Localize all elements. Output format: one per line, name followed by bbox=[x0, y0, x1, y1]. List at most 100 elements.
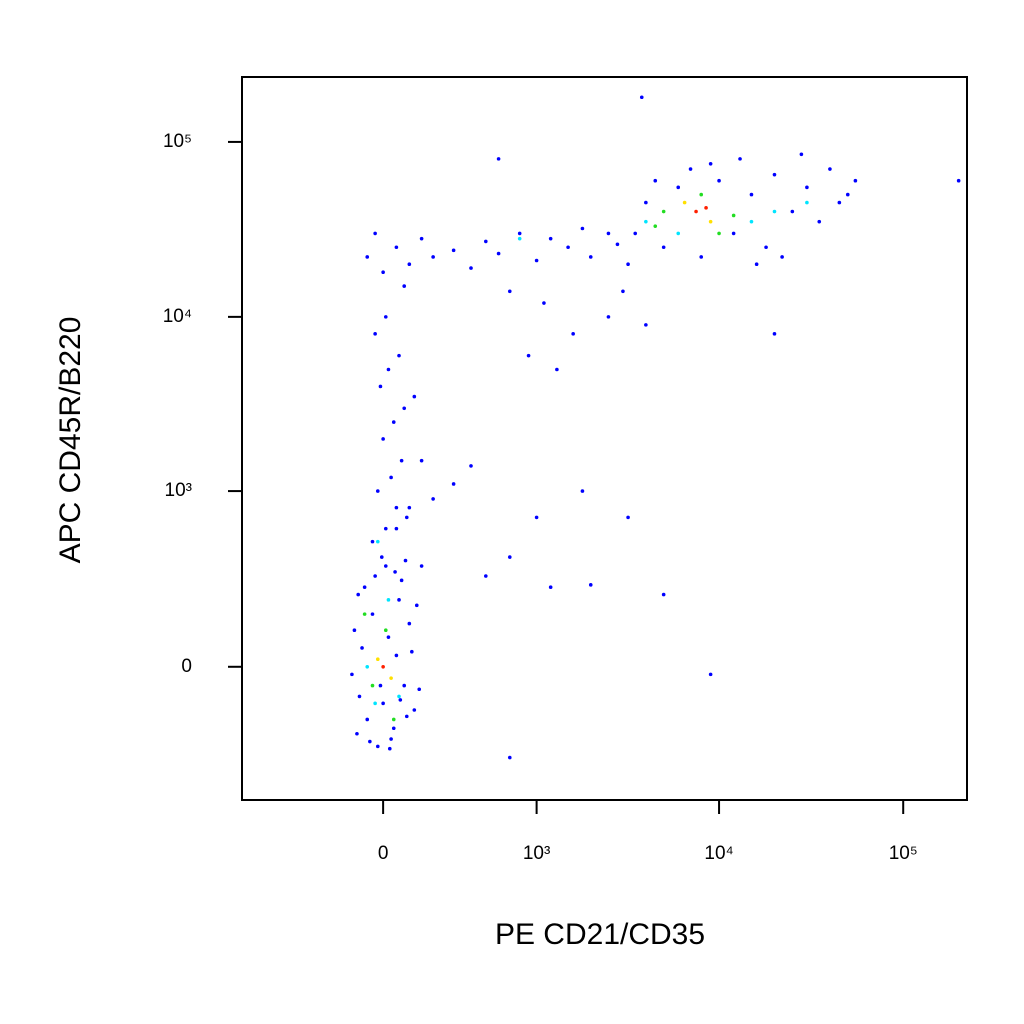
event-dot bbox=[394, 653, 399, 658]
event-dot bbox=[653, 178, 658, 183]
event-dot bbox=[360, 646, 364, 650]
event-dot bbox=[404, 515, 409, 520]
event-dot bbox=[398, 698, 403, 702]
event-dot bbox=[368, 739, 372, 744]
x-tick-label: 0 bbox=[378, 843, 389, 864]
event-dot bbox=[391, 726, 396, 731]
event-dot bbox=[644, 323, 648, 327]
event-dot bbox=[699, 192, 704, 197]
event-dot bbox=[386, 635, 391, 639]
event-dot bbox=[542, 301, 546, 305]
event-dot bbox=[845, 192, 850, 197]
event-dot bbox=[355, 731, 359, 736]
event-dot bbox=[496, 157, 501, 161]
event-dot bbox=[708, 219, 713, 224]
event-dot bbox=[370, 539, 375, 544]
event-dot bbox=[817, 219, 822, 224]
x-tick-label: 10⁵ bbox=[889, 843, 918, 864]
event-dot bbox=[653, 224, 658, 228]
event-dot bbox=[566, 245, 570, 250]
event-dot bbox=[738, 157, 742, 161]
plot-frame bbox=[241, 76, 968, 801]
event-dot bbox=[362, 612, 367, 616]
event-dot bbox=[407, 621, 412, 626]
event-dot bbox=[381, 664, 385, 669]
event-dot bbox=[615, 242, 620, 247]
event-dot bbox=[403, 558, 408, 563]
event-dot bbox=[399, 458, 404, 463]
event-dot bbox=[417, 687, 422, 692]
event-dot bbox=[633, 231, 638, 236]
event-dot bbox=[431, 255, 435, 259]
event-dot bbox=[507, 555, 512, 559]
event-dot bbox=[451, 482, 456, 486]
event-dot bbox=[362, 585, 367, 589]
y-tick-label: 10⁴ bbox=[163, 306, 192, 327]
event-dot bbox=[370, 683, 375, 688]
event-dot bbox=[682, 200, 687, 205]
event-dot bbox=[451, 248, 456, 253]
event-dot bbox=[394, 505, 399, 510]
event-dot bbox=[407, 505, 412, 510]
event-dot bbox=[412, 708, 417, 712]
event-dot bbox=[386, 598, 391, 602]
event-dot bbox=[828, 167, 832, 171]
event-dot bbox=[394, 526, 399, 531]
y-tick-label: 0 bbox=[181, 656, 192, 677]
event-dot bbox=[571, 332, 575, 336]
event-dot bbox=[606, 231, 611, 236]
event-dot bbox=[469, 464, 473, 468]
event-dot bbox=[644, 200, 648, 205]
event-dot bbox=[588, 583, 593, 587]
event-dot bbox=[484, 574, 488, 578]
event-dot bbox=[790, 209, 795, 214]
event-dot bbox=[731, 231, 736, 236]
x-axis-label: PE CD21/CD35 bbox=[495, 918, 705, 951]
event-dot bbox=[580, 489, 585, 493]
event-dot bbox=[661, 245, 666, 250]
event-dot bbox=[431, 497, 435, 501]
event-dot bbox=[419, 564, 424, 568]
event-dot bbox=[517, 236, 522, 241]
event-dot bbox=[676, 185, 681, 190]
event-dot bbox=[419, 458, 424, 463]
event-dot bbox=[717, 178, 721, 183]
event-dot bbox=[419, 236, 424, 241]
event-dot bbox=[661, 592, 666, 597]
event-dot bbox=[754, 262, 759, 267]
y-tick-label: 10⁵ bbox=[163, 131, 192, 152]
event-dot bbox=[386, 367, 391, 372]
event-dot bbox=[412, 394, 417, 399]
event-dot bbox=[805, 185, 809, 190]
event-dot bbox=[534, 258, 539, 263]
event-dot bbox=[853, 178, 858, 183]
event-dot bbox=[704, 206, 708, 210]
event-dot bbox=[350, 672, 354, 677]
event-dot bbox=[375, 539, 380, 544]
event-dot bbox=[373, 701, 377, 706]
event-dot bbox=[356, 592, 361, 597]
event-dot bbox=[397, 353, 401, 358]
event-dot bbox=[772, 172, 777, 177]
event-dot bbox=[373, 332, 377, 336]
event-dot bbox=[644, 219, 648, 224]
event-dot bbox=[381, 437, 385, 441]
event-dot bbox=[588, 255, 593, 259]
x-tick-label: 10⁴ bbox=[704, 843, 733, 864]
event-dot bbox=[373, 231, 377, 236]
event-dot bbox=[837, 200, 842, 205]
event-dot bbox=[661, 209, 666, 214]
event-dot bbox=[370, 612, 375, 616]
event-dot bbox=[548, 585, 553, 589]
event-dot bbox=[507, 289, 512, 294]
event-dot bbox=[780, 255, 784, 259]
event-dot bbox=[606, 315, 611, 319]
event-dot bbox=[526, 353, 531, 358]
event-dot bbox=[956, 178, 961, 183]
event-dot bbox=[389, 475, 393, 480]
event-dot bbox=[397, 598, 401, 602]
event-dot bbox=[365, 664, 370, 669]
event-dot bbox=[365, 717, 370, 722]
event-dot bbox=[407, 262, 412, 267]
event-dot bbox=[621, 289, 625, 294]
